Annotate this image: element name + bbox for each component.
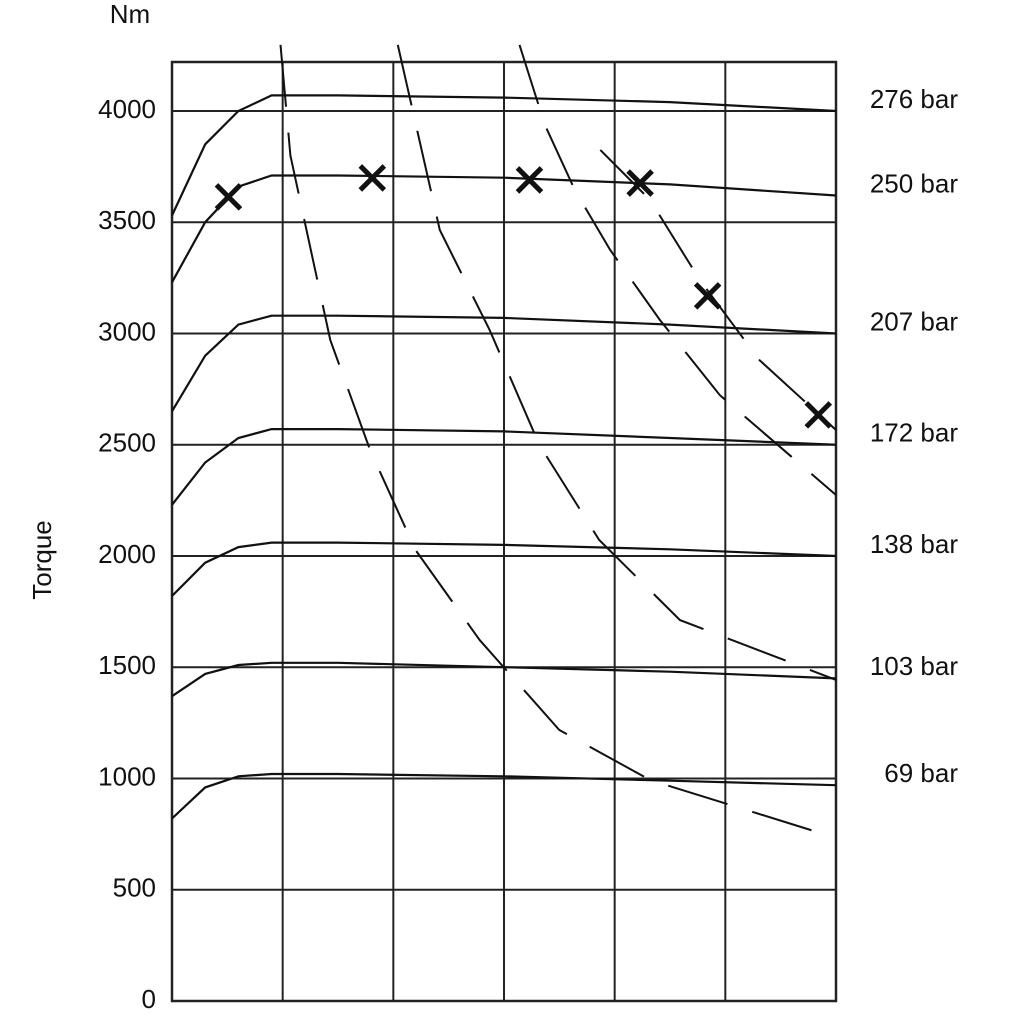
series-label: 276 bar: [870, 84, 959, 114]
y-tick-label: 3500: [98, 205, 156, 235]
y-tick-label: 0: [142, 984, 156, 1014]
torque-curve: [171, 772, 837, 820]
marker: [358, 164, 387, 192]
series-label: 207 bar: [870, 306, 959, 336]
y-tick-label: 1500: [98, 650, 156, 680]
power-curve: [279, 44, 837, 839]
torque-curve: [171, 661, 837, 698]
marker: [515, 166, 544, 194]
power-curve: [518, 44, 837, 496]
y-axis-label: Torque: [27, 520, 57, 600]
marker: [804, 401, 833, 429]
series-label: 250 bar: [870, 168, 959, 198]
y-tick-label: 1000: [98, 761, 156, 791]
torque-curve: [171, 428, 837, 506]
y-tick-label: 3000: [98, 316, 156, 346]
torque-curve: [171, 541, 837, 597]
torque-curve: [171, 94, 837, 216]
series-label: 138 bar: [870, 529, 959, 559]
y-tick-label: 500: [113, 873, 156, 903]
y-tick-label: 4000: [98, 94, 156, 124]
power-curve: [396, 44, 837, 681]
marker: [693, 282, 722, 310]
y-unit: Nm: [110, 0, 150, 29]
torque-curve: [171, 314, 837, 412]
marker: [214, 183, 243, 211]
power-curve: [599, 149, 837, 431]
series-label: 172 bar: [870, 418, 959, 448]
y-tick-label: 2500: [98, 428, 156, 458]
y-tick-label: 2000: [98, 539, 156, 569]
plot-frame: [170, 60, 838, 1003]
series-label: 103 bar: [870, 651, 959, 681]
series-label: 69 bar: [884, 758, 958, 788]
marker: [626, 169, 654, 197]
